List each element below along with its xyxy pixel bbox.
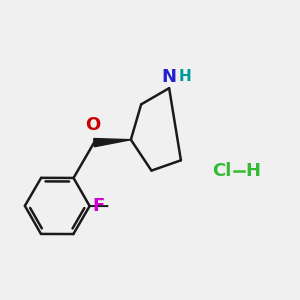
Text: H: H bbox=[246, 162, 261, 180]
Text: N: N bbox=[162, 68, 177, 86]
Text: O: O bbox=[85, 116, 100, 134]
Text: H: H bbox=[179, 69, 192, 84]
Text: Cl: Cl bbox=[212, 162, 231, 180]
Polygon shape bbox=[94, 139, 131, 147]
Text: F: F bbox=[92, 197, 104, 215]
